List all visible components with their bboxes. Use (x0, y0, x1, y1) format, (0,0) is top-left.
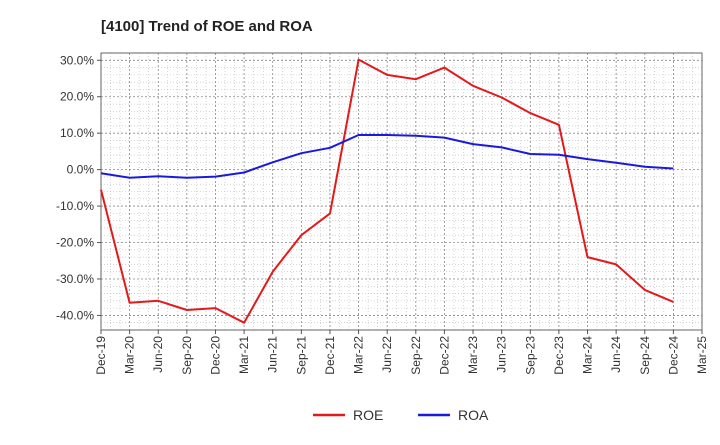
x-tick-label: Dec-23 (552, 336, 566, 375)
x-tick-label: Dec-24 (666, 336, 680, 375)
legend-label-roa: ROA (458, 407, 489, 423)
series-line-roe (100, 58, 674, 324)
y-tick-label: 20.0% (60, 90, 94, 104)
x-tick-label: Mar-20 (123, 336, 137, 374)
series-line-roa (100, 134, 674, 179)
x-tick-label: Jun-21 (266, 336, 280, 373)
x-tick-label: Mar-24 (581, 336, 595, 374)
x-tick-label: Dec-22 (437, 336, 451, 375)
x-tick-label: Jun-20 (151, 336, 165, 373)
x-tick-label: Sep-20 (180, 336, 194, 375)
chart-title: [4100] Trend of ROE and ROA (101, 18, 313, 35)
y-tick-label: -20.0% (56, 236, 94, 250)
x-tick-label: Dec-19 (94, 336, 108, 375)
x-tick-label: Mar-23 (466, 336, 480, 374)
y-axis: 30.0% 20.0% 10.0% 0.0% -10.0% -20.0% -30.0% -40… (56, 53, 101, 322)
y-tick-label: -40.0% (56, 308, 94, 322)
x-tick-label: Dec-20 (208, 336, 222, 375)
y-tick-label: 30.0% (60, 53, 94, 67)
grid (101, 52, 702, 331)
x-tick-label: Sep-23 (523, 336, 537, 375)
y-tick-label: 0.0% (67, 163, 95, 177)
x-tick-label: Jun-23 (495, 336, 509, 373)
x-tick-label: Mar-21 (237, 336, 251, 374)
x-tick-label: Jun-22 (380, 336, 394, 373)
x-axis: Dec-19 Mar-20 Jun-20 Sep-20 Dec-20 Mar-21 Jun-… (94, 330, 709, 375)
x-tick-label: Sep-24 (638, 336, 652, 375)
y-tick-label: -30.0% (56, 272, 94, 286)
legend: ROE ROA (313, 407, 489, 423)
x-tick-label: Sep-21 (294, 336, 308, 375)
y-tick-label: -10.0% (56, 199, 94, 213)
x-tick-label: Jun-24 (609, 336, 623, 373)
series (100, 58, 674, 324)
x-tick-label: Sep-22 (409, 336, 423, 375)
x-tick-label: Mar-22 (352, 336, 366, 374)
x-tick-label: Dec-21 (323, 336, 337, 375)
legend-label-roe: ROE (353, 407, 383, 423)
y-tick-label: 10.0% (60, 126, 94, 140)
x-tick-label: Mar-25 (695, 336, 709, 374)
